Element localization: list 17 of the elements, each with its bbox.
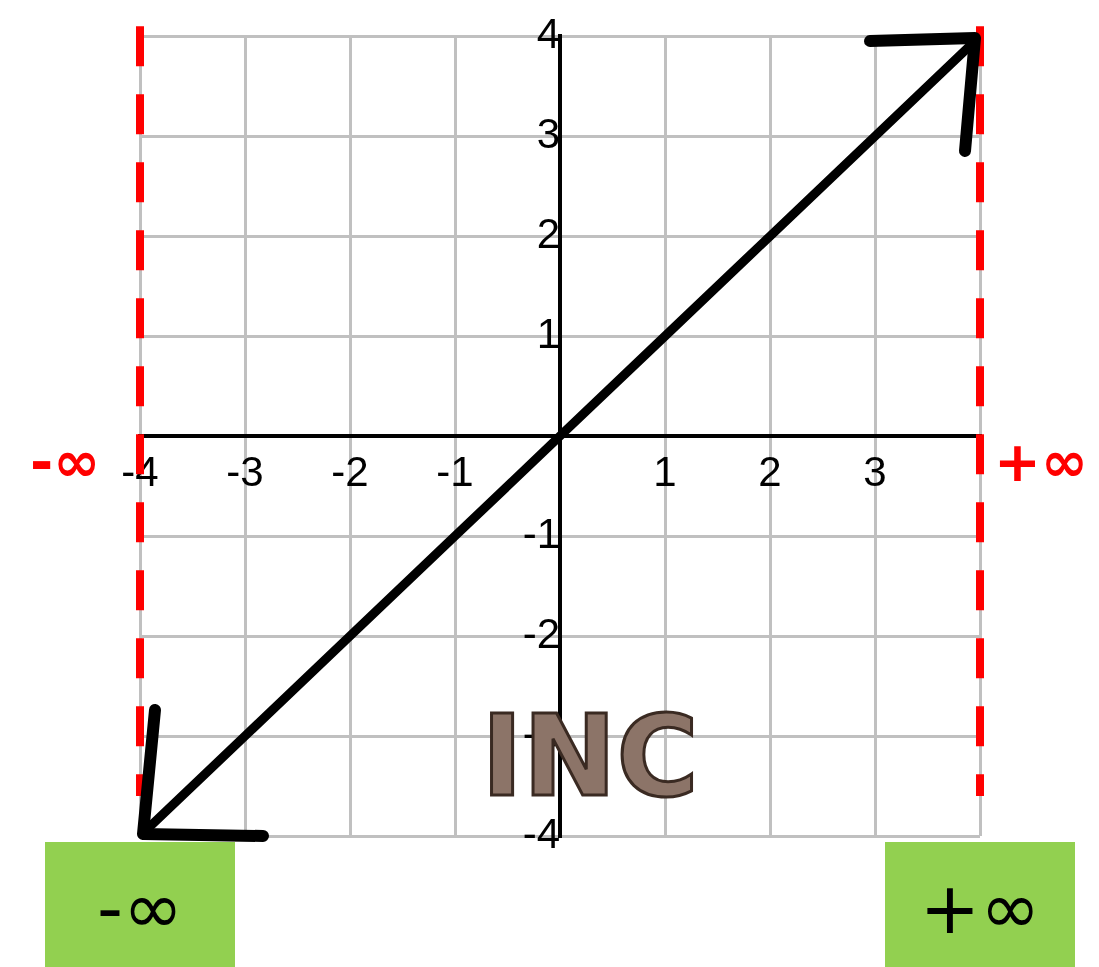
x-tick-label: 2 bbox=[758, 447, 782, 495]
y-tick-label: 1 bbox=[536, 309, 560, 357]
text: +∞ bbox=[885, 842, 1075, 967]
y-tick-label: 4 bbox=[536, 9, 560, 57]
text: -∞ bbox=[45, 842, 235, 967]
x-tick-label: 1 bbox=[653, 447, 677, 495]
ref-line-label: +∞ bbox=[994, 428, 1088, 494]
x-tick-label: -1 bbox=[436, 447, 474, 495]
x-tick-label: -2 bbox=[331, 447, 369, 495]
ref-line-label: -∞ bbox=[30, 428, 100, 494]
y-tick-label: -4 bbox=[522, 809, 560, 857]
x-tick-label: 3 bbox=[863, 447, 887, 495]
y-tick-label: -1 bbox=[522, 509, 560, 557]
y-tick-label: 3 bbox=[536, 109, 560, 157]
y-tick-label: -2 bbox=[522, 609, 560, 657]
x-tick-label: -3 bbox=[226, 447, 264, 495]
y-tick-label: 2 bbox=[536, 209, 560, 257]
